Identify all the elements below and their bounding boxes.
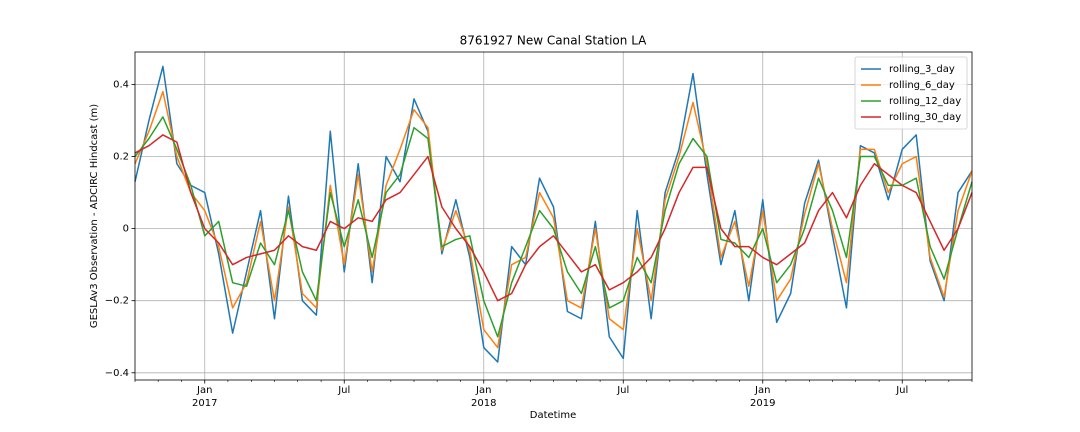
chart-title: 8761927 New Canal Station LA [460, 34, 648, 48]
legend-box [854, 56, 968, 130]
y-tick-label: −0.2 [105, 296, 129, 307]
series-line [134, 116, 973, 338]
y-tick-label: −0.4 [105, 368, 129, 379]
series-line [134, 65, 973, 363]
legend-label: rolling_12_day [889, 96, 961, 107]
legend-label: rolling_3_day [889, 64, 955, 75]
legend-label: rolling_30_day [889, 112, 961, 123]
x-tick-label: Jul [896, 385, 909, 396]
x-tick-label: Jul [617, 385, 630, 396]
plot-frame [134, 51, 973, 381]
y-tick-label: 0.4 [113, 79, 129, 90]
x-tick-label: Jan 2019 [750, 385, 776, 409]
x-tick-label: Jul [338, 385, 351, 396]
y-tick-label: 0.2 [113, 152, 129, 163]
y-axis-label: GESLAv3 Observation - ADCIRC Hindcast (m… [89, 104, 100, 328]
x-axis-label: Datetime [530, 410, 577, 421]
legend-label: rolling_6_day [889, 80, 955, 91]
y-tick-label: 0 [123, 224, 129, 235]
x-tick-label: Jan 2017 [192, 385, 218, 409]
series-line [134, 134, 973, 302]
series-line [134, 90, 973, 349]
x-tick-label: Jan 2018 [471, 385, 497, 409]
